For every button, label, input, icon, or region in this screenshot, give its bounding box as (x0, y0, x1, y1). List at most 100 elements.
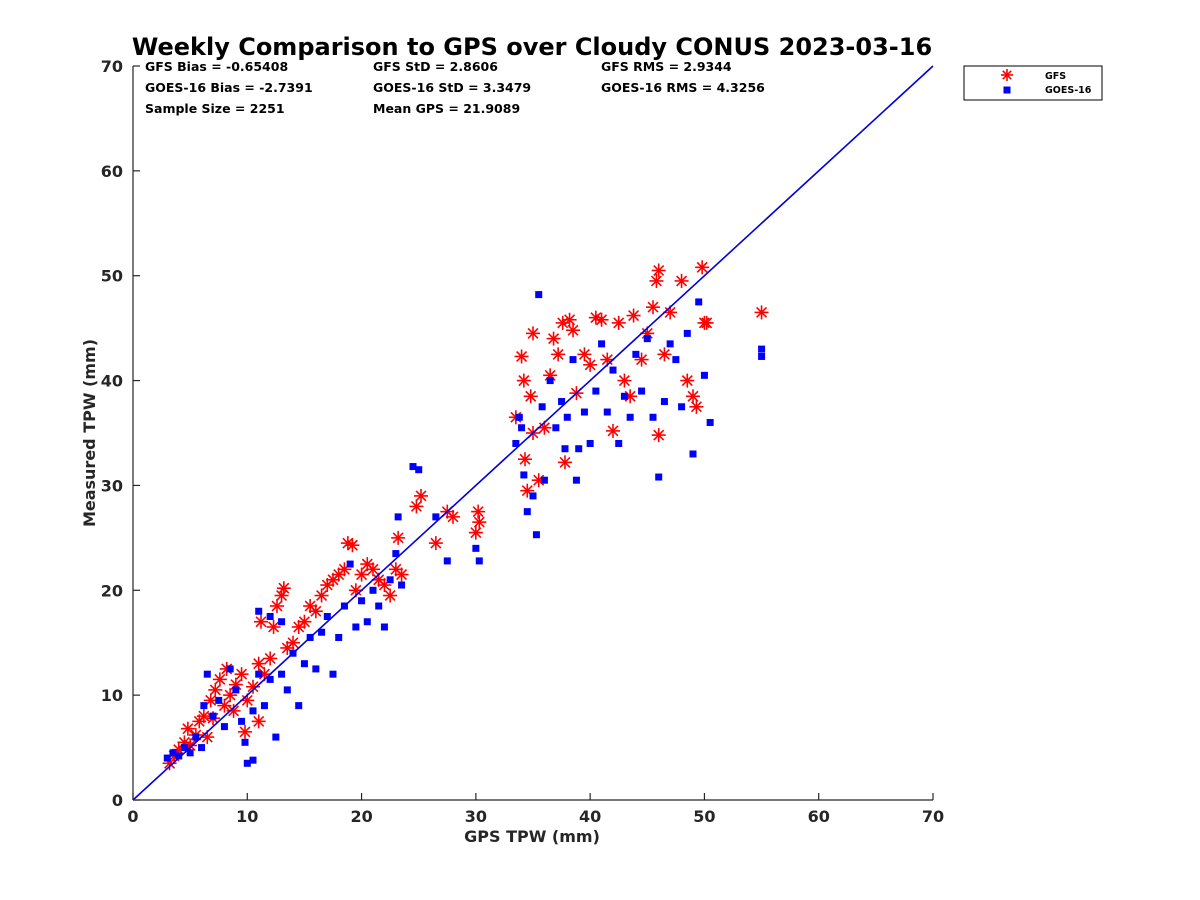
gfs-point (594, 312, 609, 327)
legend-goes16-square-icon (1003, 86, 1011, 94)
goes16-point (215, 696, 223, 704)
goes16-point (318, 628, 326, 636)
goes16-point (529, 492, 537, 500)
goes16-point (209, 712, 217, 720)
gfs-point (314, 588, 329, 603)
goes16-point (283, 686, 291, 694)
gfs-point (577, 347, 592, 362)
gfs-point (226, 703, 241, 718)
x-tick-label: 40 (579, 807, 601, 826)
gfs-point (588, 310, 603, 325)
gfs-point (566, 323, 580, 338)
gfs-point (212, 672, 227, 687)
goes16-point (346, 560, 354, 568)
gfs-point (558, 455, 572, 470)
goes16-point (638, 387, 646, 395)
goes16-point (706, 419, 714, 427)
goes16-point (312, 665, 320, 673)
goes16-point (586, 439, 594, 447)
goes16-point (666, 340, 674, 348)
gfs-point (562, 312, 577, 327)
gfs-point (270, 599, 284, 614)
gfs-point (345, 538, 360, 553)
gfs-point (514, 349, 529, 364)
goes16-point (660, 398, 668, 406)
goes16-point (758, 352, 766, 360)
legend: GFS GOES-16 (963, 65, 1103, 101)
goes16-point (278, 618, 286, 626)
y-tick-label: 50 (101, 267, 123, 286)
goes16-point (192, 733, 200, 741)
goes16-point (532, 531, 540, 539)
goes16-point (398, 581, 406, 589)
goes16-series (163, 291, 766, 767)
gfs-point (583, 357, 598, 372)
gfs-point (651, 263, 666, 278)
goes16-point (538, 403, 546, 411)
goes16-point (255, 670, 263, 678)
chart-title: Weekly Comparison to GPS over Cloudy CON… (132, 33, 932, 61)
x-tick-label: 20 (350, 807, 372, 826)
goes16-point (295, 702, 303, 710)
goes16-point (241, 738, 249, 746)
stat-sample-size: Sample Size = 2251 (145, 101, 285, 116)
goes16-point (592, 387, 600, 395)
goes16-point (392, 550, 400, 558)
gfs-point (297, 614, 312, 629)
goes16-point (518, 424, 526, 432)
legend-label-gfs: GFS (1045, 71, 1066, 82)
goes16-point (255, 607, 263, 615)
gfs-point (695, 260, 710, 275)
goes16-point (472, 544, 480, 552)
legend-box (963, 65, 1103, 101)
goes16-point (394, 513, 402, 521)
goes16-point (575, 445, 583, 453)
gfs-point (409, 499, 424, 514)
gfs-point (254, 614, 268, 629)
y-tick-label: 70 (101, 57, 123, 76)
goes16-point (620, 392, 628, 400)
goes16-point (369, 586, 377, 594)
goes16-point (260, 702, 268, 710)
gfs-point (366, 562, 380, 577)
goes16-point (689, 450, 697, 458)
goes16-point (672, 356, 680, 364)
gfs-point (180, 721, 195, 736)
x-tick-label: 60 (808, 807, 830, 826)
gfs-point (234, 667, 249, 682)
gfs-point (263, 651, 278, 666)
goes16-point (272, 733, 280, 741)
goes16-point (335, 633, 343, 641)
gfs-point (686, 389, 700, 404)
stat-goes-bias: GOES-16 Bias = -2.7391 (145, 80, 313, 95)
goes16-point (180, 744, 188, 752)
goes16-point (380, 623, 388, 631)
legend-label-goes16: GOES-16 (1045, 85, 1092, 96)
gfs-point (238, 724, 252, 739)
goes16-point (695, 298, 703, 306)
gfs-point (251, 714, 266, 729)
goes16-point (678, 403, 686, 411)
goes16-point (375, 602, 383, 610)
goes16-point (443, 557, 451, 565)
x-tick-label: 0 (127, 807, 138, 826)
gfs-point (674, 273, 689, 288)
goes16-point (186, 749, 194, 757)
gfs-point (446, 509, 460, 524)
x-tick-label: 10 (236, 807, 258, 826)
goes16-point (603, 408, 611, 416)
stat-gfs-std: GFS StD = 2.8606 (373, 59, 498, 74)
gfs-point (251, 656, 266, 671)
gfs-point (394, 567, 409, 582)
gfs-point (414, 488, 428, 503)
gfs-point (516, 373, 531, 388)
goes16-point (329, 670, 337, 678)
gfs-point (308, 604, 323, 619)
gfs-point (546, 331, 561, 346)
legend-gfs-asterisk-icon (1001, 69, 1013, 81)
gfs-point (286, 635, 300, 650)
gfs-point (383, 588, 398, 603)
goes16-point (175, 752, 183, 760)
goes16-point (243, 759, 251, 767)
goes16-point (626, 413, 634, 421)
